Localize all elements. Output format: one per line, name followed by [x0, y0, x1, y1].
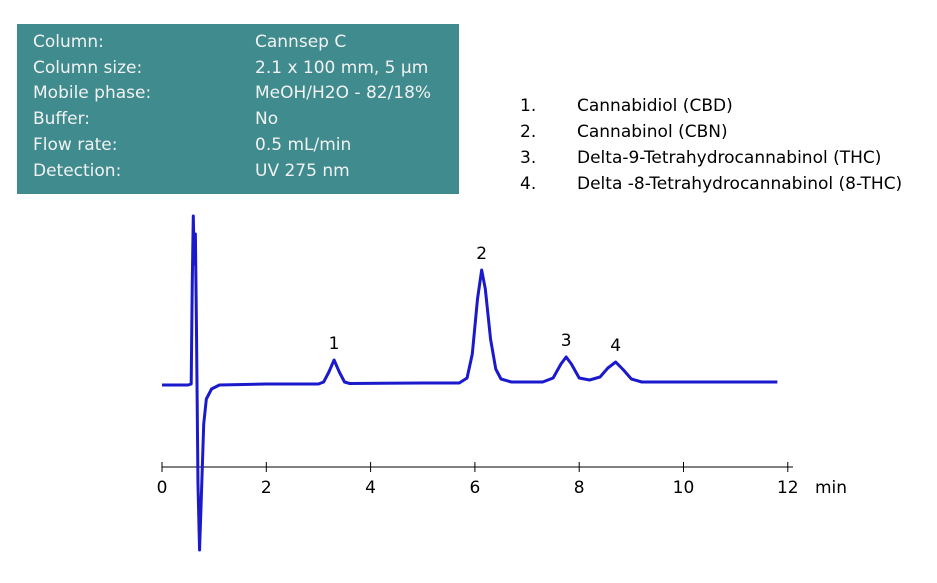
x-tick-label: 12: [777, 478, 799, 498]
peak-name: Delta -8-Tetrahydrocannabinol (8-THC): [577, 174, 903, 194]
info-label: Column size:: [33, 57, 143, 78]
info-box: Column: Cannsep C Column size: 2.1 x 100 mm…: [17, 24, 459, 194]
peak-number: 3.: [520, 148, 537, 168]
peak-label: 3: [561, 331, 572, 351]
trace: [162, 214, 778, 552]
info-label: Flow rate:: [33, 134, 118, 155]
peak-name: Delta-9-Tetrahydrocannabinol (THC): [577, 148, 882, 168]
x-tick-label: 2: [261, 478, 272, 498]
peak-name: Cannabidiol (CBD): [577, 96, 733, 116]
peak-label: 4: [610, 336, 621, 356]
info-value: Cannsep C: [255, 32, 347, 52]
info-label: Mobile phase:: [33, 83, 152, 104]
info-value: MeOH/H2O - 82/18%: [255, 83, 432, 104]
info-label: Detection:: [33, 160, 122, 181]
peak-number: 1.: [520, 96, 537, 116]
info-value: UV 275 nm: [255, 160, 350, 181]
info-label: Buffer:: [33, 109, 91, 130]
x-tick-label: 4: [365, 478, 376, 498]
x-tick-label: 0: [157, 478, 168, 498]
peak-label: 2: [476, 244, 487, 264]
peak-number: 2.: [520, 122, 537, 142]
x-tick-label: 10: [673, 478, 695, 498]
info-label: Column:: [33, 32, 104, 52]
info-value: 2.1 x 100 mm, 5 µm: [255, 57, 429, 78]
peak-name: Cannabinol (CBN): [577, 122, 728, 142]
x-axis-label: min: [815, 478, 847, 498]
info-value: No: [255, 109, 279, 130]
x-tick-label: 8: [574, 478, 585, 498]
info-value: 0.5 mL/min: [255, 134, 352, 155]
peak-label: 1: [329, 334, 340, 354]
peak-number: 4.: [520, 174, 537, 194]
x-tick-label: 6: [469, 478, 480, 498]
